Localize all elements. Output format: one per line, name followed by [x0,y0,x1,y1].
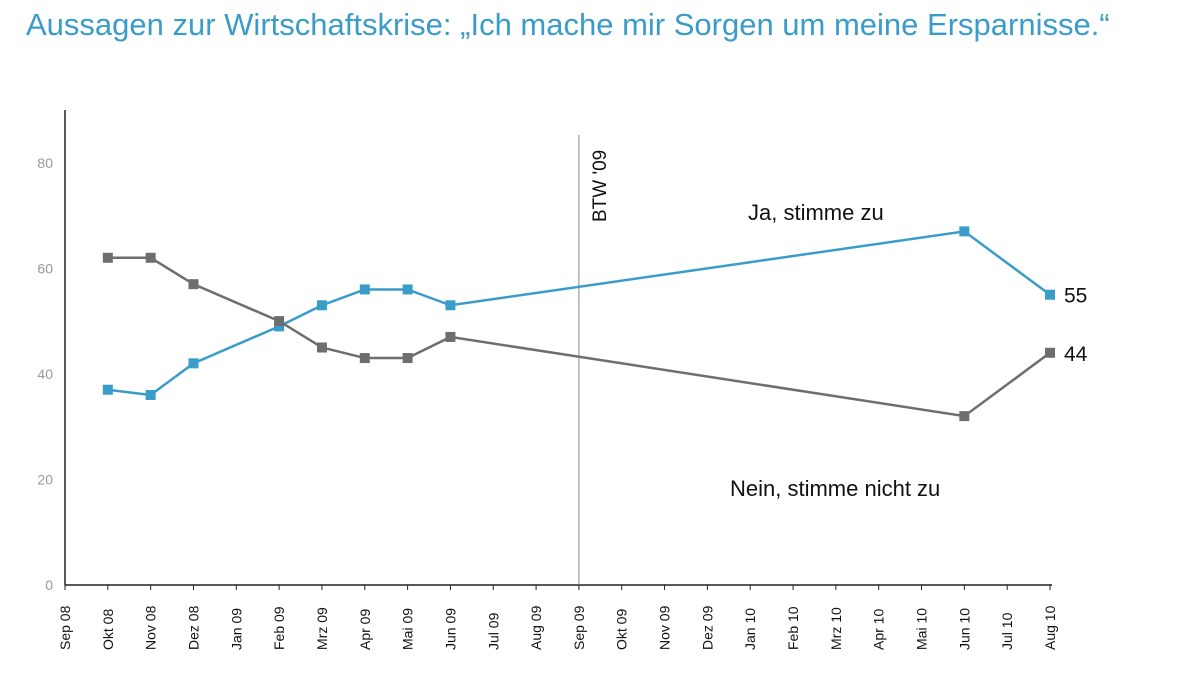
chart-title: Aussagen zur Wirtschaftskrise: „Ich mach… [26,7,1110,42]
data-point [274,316,285,327]
data-point [959,411,970,422]
x-tick-label: Nov 08 [143,605,159,650]
y-tick-label: 40 [37,366,53,382]
x-tick-label: Okt 09 [614,609,630,650]
data-point [959,226,970,237]
end-value-label: 55 [1064,285,1087,308]
end-value-label: 44 [1064,343,1088,366]
data-point [316,342,327,353]
x-tick-label: Aug 10 [1042,605,1058,650]
x-tick-label: Jun 10 [956,608,972,650]
series-line-ja [107,230,1051,397]
data-point [445,300,456,311]
x-tick-label: Mai 09 [400,608,416,650]
data-point [188,279,199,290]
series-line-nein [107,256,1051,418]
x-tick-label: Jan 10 [742,608,758,650]
x-tick-label: Jan 09 [228,608,244,650]
x-tick-label: Dez 09 [699,605,715,650]
data-point [316,300,327,311]
x-tick-label: Mrz 09 [314,607,330,650]
x-tick-label: Apr 10 [871,609,887,650]
data-point [445,331,456,342]
data-point [274,321,285,332]
x-tick-label: Jul 10 [999,612,1015,650]
data-point [1045,289,1055,300]
x-tick-label: Feb 09 [271,606,287,650]
x-tick-label: Apr 09 [357,609,373,650]
data-point [359,284,370,295]
x-tick-label: Mai 10 [914,608,930,650]
x-tick-label: Aug 09 [528,605,544,650]
series-label-ja: Ja, stimme zu [748,200,884,225]
y-tick-label: 60 [37,260,53,276]
series-label-nein: Nein, stimme nicht zu [730,476,940,501]
x-tick-label: Mrz 10 [828,607,844,650]
y-tick-label: 20 [37,471,53,487]
election-marker-label: BTW '09 [590,150,611,222]
x-tick-label: Okt 08 [100,609,116,650]
data-point [102,252,113,263]
x-tick-label: Dez 08 [185,605,201,650]
x-tick-label: Jun 09 [442,608,458,650]
data-point [145,390,156,400]
x-tick-label: Nov 09 [657,605,673,650]
data-point [359,353,370,364]
x-tick-label: Jul 09 [485,612,501,650]
y-tick-label: 0 [45,577,53,593]
data-point [145,252,156,263]
x-tick-label: Feb 10 [785,606,801,650]
data-point [402,284,413,295]
y-tick-label: 80 [37,155,53,171]
data-point [1045,347,1055,358]
data-point [402,353,413,364]
data-point [102,384,113,395]
data-point [188,358,199,369]
x-tick-label: Sep 09 [571,605,587,650]
x-tick-label: Sep 08 [57,605,73,650]
